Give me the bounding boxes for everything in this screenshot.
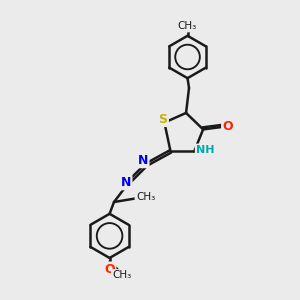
- Text: CH₃: CH₃: [177, 21, 196, 31]
- Text: S: S: [158, 112, 167, 125]
- Text: O: O: [104, 263, 115, 276]
- Text: CH₃: CH₃: [112, 270, 132, 280]
- Text: N: N: [121, 176, 131, 189]
- Text: O: O: [223, 120, 233, 133]
- Text: CH₃: CH₃: [136, 192, 155, 202]
- Text: NH: NH: [196, 145, 215, 155]
- Text: N: N: [138, 154, 148, 167]
